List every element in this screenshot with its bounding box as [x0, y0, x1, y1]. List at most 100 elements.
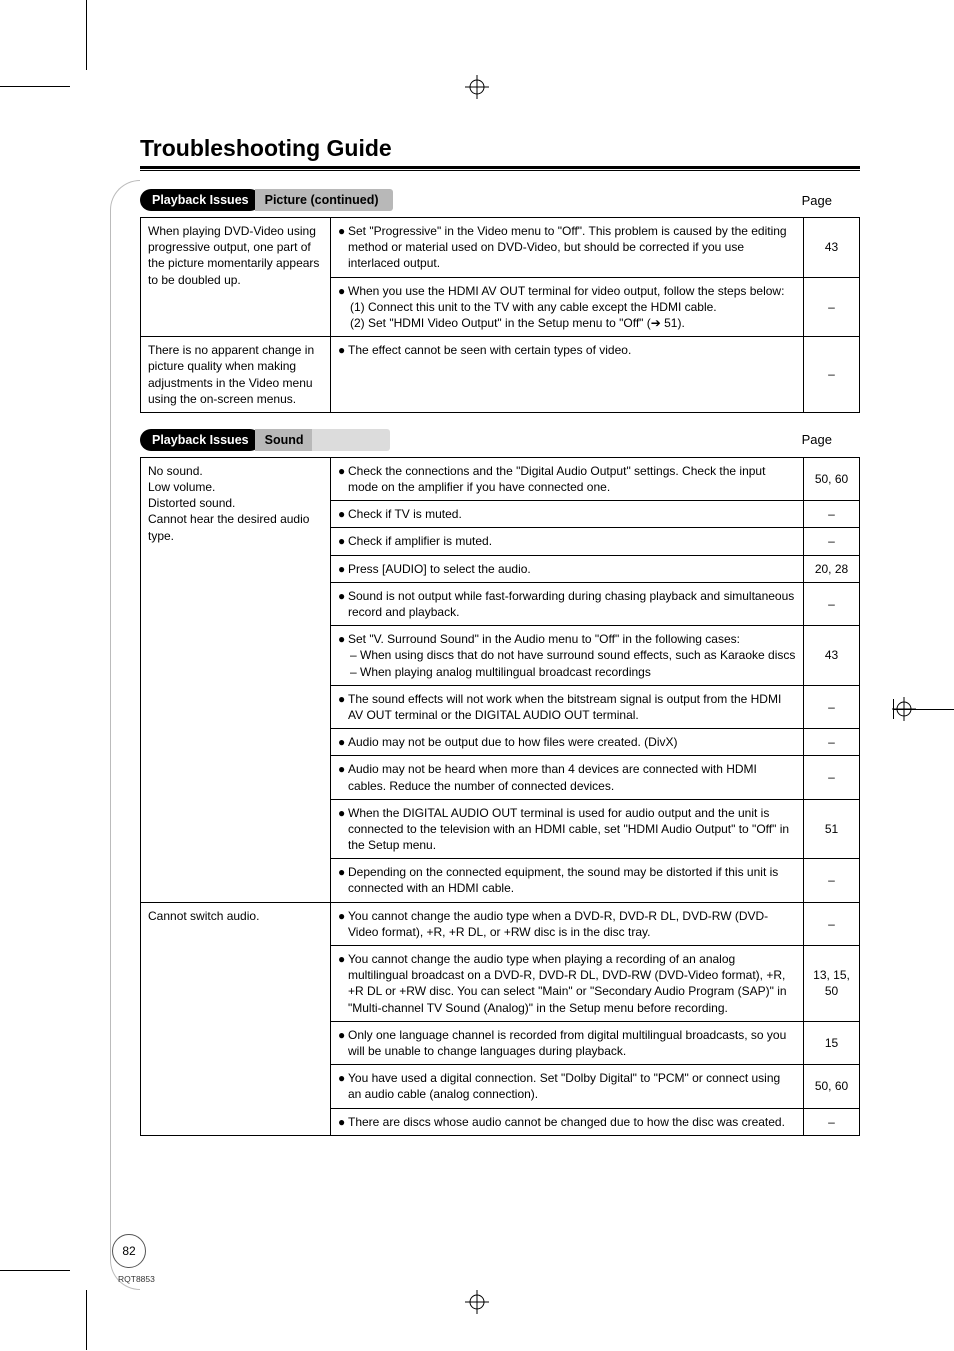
- description-cell: ●Check if amplifier is muted.: [331, 528, 804, 555]
- description-text: When the DIGITAL AUDIO OUT terminal is u…: [348, 805, 796, 854]
- section-header: Playback IssuesPicture (continued)Page: [140, 189, 860, 211]
- bullet-icon: ●: [338, 761, 348, 793]
- page-ref-cell: –: [804, 277, 860, 337]
- description-cell: ●You have used a digital connection. Set…: [331, 1065, 804, 1108]
- description-text: Set "Progressive" in the Video menu to "…: [348, 223, 796, 272]
- issue-cell: There is no apparent change in picture q…: [141, 337, 331, 413]
- bullet-icon: ●: [338, 734, 348, 750]
- page-ref-cell: 20, 28: [804, 555, 860, 582]
- description-text: When you use the HDMI AV OUT terminal fo…: [348, 283, 796, 299]
- table-row: When playing DVD-Video using progressive…: [141, 218, 860, 278]
- page-ref-cell: 13, 15, 50: [804, 946, 860, 1022]
- description-text: Check if TV is muted.: [348, 506, 796, 522]
- description-text: You cannot change the audio type when a …: [348, 908, 796, 940]
- page-curve-decoration: [110, 180, 140, 1290]
- description-cell: ●Set "V. Surround Sound" in the Audio me…: [331, 626, 804, 686]
- description-cell: ●Audio may not be output due to how file…: [331, 729, 804, 756]
- description-subline: (1) Connect this unit to the TV with any…: [338, 299, 796, 315]
- page-ref-cell: –: [804, 902, 860, 945]
- page-number-badge: 82: [112, 1234, 146, 1268]
- registration-mark-icon: [465, 1290, 489, 1314]
- bullet-icon: ●: [338, 631, 348, 647]
- description-subline: – When using discs that do not have surr…: [338, 647, 796, 663]
- description-subline: – When playing analog multilingual broad…: [338, 664, 796, 680]
- page-title: Troubleshooting Guide: [140, 135, 860, 162]
- description-text: Audio may not be heard when more than 4 …: [348, 761, 796, 793]
- description-cell: ●Depending on the connected equipment, t…: [331, 859, 804, 902]
- description-text: You have used a digital connection. Set …: [348, 1070, 796, 1102]
- bullet-icon: ●: [338, 463, 348, 495]
- page-content: Troubleshooting Guide Playback IssuesPic…: [140, 135, 860, 1152]
- page-ref-cell: 50, 60: [804, 1065, 860, 1108]
- bullet-icon: ●: [338, 864, 348, 896]
- troubleshooting-table: When playing DVD-Video using progressive…: [140, 217, 860, 413]
- description-cell: ●Set "Progressive" in the Video menu to …: [331, 218, 804, 278]
- description-cell: ●The sound effects will not work when th…: [331, 685, 804, 728]
- issue-cell: When playing DVD-Video using progressive…: [141, 218, 331, 337]
- description-cell: ●When the DIGITAL AUDIO OUT terminal is …: [331, 799, 804, 859]
- bullet-icon: ●: [338, 951, 348, 1016]
- description-text: Check if amplifier is muted.: [348, 533, 796, 549]
- bullet-icon: ●: [338, 908, 348, 940]
- bullet-icon: ●: [338, 1070, 348, 1102]
- description-text: Sound is not output while fast-forwardin…: [348, 588, 796, 620]
- description-cell: ●Press [AUDIO] to select the audio.: [331, 555, 804, 582]
- crop-mark: [86, 0, 87, 70]
- crop-mark: [0, 1270, 70, 1271]
- description-cell: ●When you use the HDMI AV OUT terminal f…: [331, 277, 804, 337]
- bullet-icon: ●: [338, 223, 348, 272]
- description-text: The effect cannot be seen with certain t…: [348, 342, 796, 358]
- description-subline: (2) Set "HDMI Video Output" in the Setup…: [338, 315, 796, 331]
- description-text: Set "V. Surround Sound" in the Audio men…: [348, 631, 796, 647]
- page-ref-cell: –: [804, 685, 860, 728]
- document-code: RQT8853: [118, 1274, 155, 1284]
- bullet-icon: ●: [338, 561, 348, 577]
- description-cell: ●There are discs whose audio cannot be c…: [331, 1108, 804, 1135]
- page-ref-cell: –: [804, 729, 860, 756]
- page-ref-cell: –: [804, 337, 860, 413]
- bullet-icon: ●: [338, 533, 348, 549]
- crop-mark: [86, 1290, 87, 1350]
- page-ref-cell: –: [804, 501, 860, 528]
- description-cell: ●You cannot change the audio type when a…: [331, 902, 804, 945]
- page-ref-cell: 50, 60: [804, 457, 860, 500]
- section-tab: Picture (continued): [255, 189, 393, 211]
- description-cell: ●Check if TV is muted.: [331, 501, 804, 528]
- page-column-label: Page: [802, 432, 860, 447]
- registration-mark-icon: [465, 75, 489, 99]
- bullet-icon: ●: [338, 1027, 348, 1059]
- page-ref-cell: 43: [804, 218, 860, 278]
- bullet-icon: ●: [338, 805, 348, 854]
- bullet-icon: ●: [338, 506, 348, 522]
- description-cell: ●Audio may not be heard when more than 4…: [331, 756, 804, 799]
- page-ref-cell: –: [804, 1108, 860, 1135]
- section-tab: Sound: [255, 429, 318, 451]
- rule: [140, 166, 860, 169]
- description-text: Press [AUDIO] to select the audio.: [348, 561, 796, 577]
- description-text: Depending on the connected equipment, th…: [348, 864, 796, 896]
- page-ref-cell: –: [804, 859, 860, 902]
- section-pill: Playback Issues: [140, 189, 261, 211]
- bullet-icon: ●: [338, 342, 348, 358]
- page-ref-cell: 43: [804, 626, 860, 686]
- description-text: Audio may not be output due to how files…: [348, 734, 796, 750]
- description-cell: ●The effect cannot be seen with certain …: [331, 337, 804, 413]
- table-row: No sound.Low volume.Distorted sound.Cann…: [141, 457, 860, 500]
- section-pill: Playback Issues: [140, 429, 261, 451]
- page-ref-cell: –: [804, 582, 860, 625]
- table-row: There is no apparent change in picture q…: [141, 337, 860, 413]
- registration-mark-icon: [892, 697, 916, 721]
- description-text: Only one language channel is recorded fr…: [348, 1027, 796, 1059]
- bullet-icon: ●: [338, 691, 348, 723]
- bullet-icon: ●: [338, 588, 348, 620]
- description-cell: ●You cannot change the audio type when p…: [331, 946, 804, 1022]
- issue-cell: No sound.Low volume.Distorted sound.Cann…: [141, 457, 331, 902]
- page-ref-cell: 15: [804, 1021, 860, 1064]
- section-tab-extension: [312, 429, 390, 451]
- bullet-icon: ●: [338, 1114, 348, 1130]
- page-ref-cell: –: [804, 756, 860, 799]
- page-ref-cell: 51: [804, 799, 860, 859]
- description-cell: ●Sound is not output while fast-forwardi…: [331, 582, 804, 625]
- troubleshooting-table: No sound.Low volume.Distorted sound.Cann…: [140, 457, 860, 1136]
- page-ref-cell: –: [804, 528, 860, 555]
